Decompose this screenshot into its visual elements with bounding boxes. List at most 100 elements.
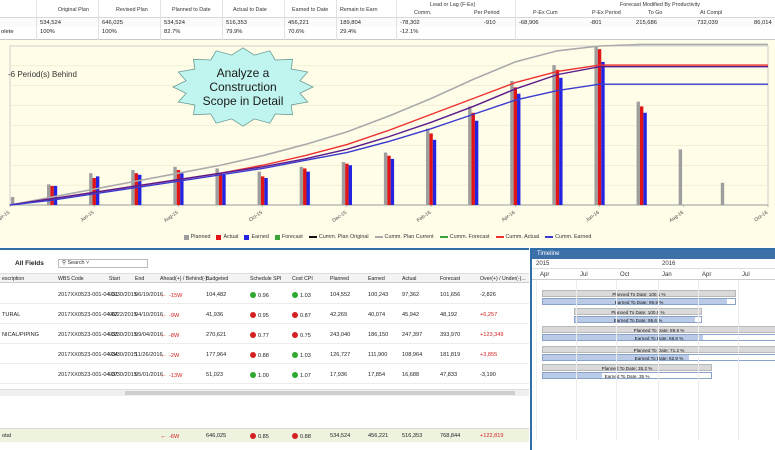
x-tick-label: Oct-15 bbox=[248, 210, 264, 224]
earned-bar bbox=[264, 177, 268, 205]
planned-bar bbox=[257, 171, 261, 205]
column-header[interactable]: Actual bbox=[402, 276, 417, 282]
earned-progress-fill bbox=[543, 373, 602, 378]
fields-dropdown[interactable]: All Fields bbox=[15, 260, 44, 267]
summary-value: 86,014 bbox=[754, 20, 772, 26]
legend-item: Earned bbox=[244, 234, 269, 240]
summary-value: 189,804 bbox=[340, 20, 361, 26]
ahead-behind-cell: ← -9W bbox=[160, 312, 179, 319]
col-divider bbox=[284, 0, 285, 40]
actual-bar bbox=[429, 133, 433, 205]
planned-bar bbox=[720, 182, 725, 205]
wbs-code-cell: 2017XX0523-001-04-07 bbox=[58, 372, 118, 378]
earned-bar bbox=[348, 165, 352, 205]
forecast-cell: 768,844 bbox=[440, 433, 461, 439]
actual-cell: 16,688 bbox=[402, 372, 420, 378]
legend-label: Cumm. Plan Original bbox=[318, 234, 369, 240]
column-header[interactable]: Planned bbox=[330, 276, 350, 282]
timeline-month: Jul bbox=[742, 272, 750, 278]
column-header[interactable]: Cost CPI bbox=[292, 276, 313, 282]
column-header[interactable]: Over(+) / Under(-)... bbox=[480, 276, 526, 282]
grid-header: escription WBS Code Start End Ahead(+) / Beh… bbox=[0, 273, 529, 283]
actual-bar bbox=[471, 112, 475, 205]
column-header[interactable]: Ahead(+) / Behind(-)... bbox=[160, 276, 212, 282]
budgeted-cell: 646,025 bbox=[206, 433, 227, 439]
col-divider bbox=[515, 0, 516, 40]
legend-label: Forecast bbox=[281, 234, 303, 240]
column-header[interactable]: Forecast bbox=[440, 276, 461, 282]
summary-value: 732,039 bbox=[697, 20, 718, 26]
x-tick-label: Apr-15 bbox=[0, 210, 11, 224]
actual-bar bbox=[555, 69, 560, 205]
column-header[interactable]: WBS Code bbox=[58, 276, 84, 282]
summary-value: 215,686 bbox=[636, 20, 657, 26]
over-under-cell: +3,855 bbox=[480, 352, 498, 358]
actual-bar bbox=[639, 106, 644, 205]
x-tick-label: Feb-16 bbox=[416, 210, 433, 224]
planned-to-date-label: Planned To Date: 100.8 % bbox=[611, 310, 665, 315]
timeline-earned-bar[interactable]: Earned To Date: 95.6 % bbox=[574, 316, 702, 323]
column-header[interactable]: Start bbox=[109, 276, 120, 282]
timeline-planned-bar[interactable]: Planned To Date: 100.8 % bbox=[574, 308, 702, 315]
scrollbar-thumb[interactable] bbox=[125, 391, 515, 395]
planned-bar bbox=[510, 80, 514, 205]
table-row[interactable]: 2017XX0523-001-04-01 03/30/2015 06/19/2016… bbox=[0, 286, 529, 304]
timeline-gridline bbox=[576, 280, 577, 440]
timeline-gridline bbox=[536, 280, 537, 440]
over-under-cell: -3,190 bbox=[480, 372, 496, 378]
timeline-month: Apr bbox=[540, 272, 550, 278]
timeline-earned-bar[interactable]: Earned To Date: 35 % bbox=[542, 372, 712, 379]
timeline-earned-bar[interactable]: Earned To Date: 95.9 % bbox=[542, 298, 736, 305]
legend-swatch bbox=[244, 234, 250, 240]
summary-value: -910 bbox=[484, 20, 496, 26]
column-header[interactable]: Earned bbox=[368, 276, 385, 282]
legend-label: Earned bbox=[251, 234, 269, 240]
table-row[interactable]: 2017XX0523-001-04-04 03/30/2015 11/26/2016… bbox=[0, 346, 529, 364]
earned-cell: 456,221 bbox=[368, 433, 389, 439]
table-row[interactable]: NICAL/PIPING 2017XX0523-001-04-03 03/30/20… bbox=[0, 326, 529, 344]
spi-cell-value: 0.96 bbox=[258, 293, 269, 299]
over-under-cell: +123,349 bbox=[480, 332, 504, 338]
timeline-months: Apr Jul Oct Jan Apr Jul bbox=[532, 270, 775, 280]
earned-value-chart: Apr-15 Jun-15 Aug-15 Oct-15 Dec-15 Feb-16 Apr-… bbox=[0, 40, 775, 247]
planned-bar bbox=[10, 197, 15, 205]
planned-cell: 534,524 bbox=[330, 433, 351, 439]
forecast-cell: 181,819 bbox=[440, 352, 461, 358]
planned-cell: 243,040 bbox=[330, 332, 351, 338]
header-forecast-modified: Forecast Modified By Productivity bbox=[620, 2, 700, 8]
column-header[interactable]: End bbox=[135, 276, 145, 282]
column-header[interactable]: Schedule SPI bbox=[250, 276, 282, 282]
column-header[interactable]: Budgeted bbox=[206, 276, 229, 282]
wbs-code-cell: 2017XX0523-001-04-03 bbox=[58, 332, 118, 338]
table-row[interactable]: TURAL 2017XX0523-001-04-02 06/22/2015 04/10… bbox=[0, 306, 529, 324]
col-divider bbox=[396, 0, 397, 40]
earned-bar bbox=[432, 139, 437, 205]
legend-label: Cumm. Plan Current bbox=[384, 234, 434, 240]
start-cell: 03/30/2015 bbox=[109, 292, 137, 298]
search-input[interactable]: ⚲ Search ˅ bbox=[58, 259, 148, 268]
summary-pct: 100% bbox=[40, 29, 55, 35]
horizontal-scrollbar[interactable] bbox=[0, 389, 529, 396]
wbs-code-cell: 2017XX0523-001-04-01 bbox=[58, 292, 118, 298]
summary-pct: -12.1% bbox=[400, 29, 419, 35]
col-divider bbox=[98, 0, 99, 40]
timeline-planned-bar[interactable]: Planned To Date: 100.1 % bbox=[542, 290, 736, 297]
chart-canvas: Apr-15 Jun-15 Aug-15 Oct-15 Dec-15 Feb-16 Apr-… bbox=[0, 43, 769, 224]
planned-bar bbox=[383, 152, 388, 205]
ahead-behind-value: -9W bbox=[169, 313, 180, 319]
header-planned-to-date: Planned to Date bbox=[172, 7, 211, 13]
table-row[interactable]: 2017XX0523-001-04-07 03/30/2015 05/01/2016… bbox=[0, 366, 529, 384]
ahead-behind-cell: ← -8W bbox=[160, 332, 179, 339]
cpi-cell: 0.75 bbox=[292, 332, 311, 339]
header-lead-lag: Lead or Lag (F-Ex) bbox=[430, 2, 476, 8]
timeline-planned-bar[interactable]: Planned To Date: 35.2 % bbox=[542, 364, 712, 371]
summary-value: 646,025 bbox=[102, 20, 123, 26]
col-divider bbox=[336, 0, 337, 40]
status-dot-icon bbox=[250, 352, 256, 358]
budgeted-cell: 41,936 bbox=[206, 312, 224, 318]
column-header[interactable]: escription bbox=[2, 276, 25, 282]
summary-value: 516,353 bbox=[226, 20, 247, 26]
actual-bar bbox=[513, 87, 518, 205]
summary-pct: 100% bbox=[102, 29, 117, 35]
header-p-ex-cum: P-Ex Cum bbox=[533, 10, 558, 16]
